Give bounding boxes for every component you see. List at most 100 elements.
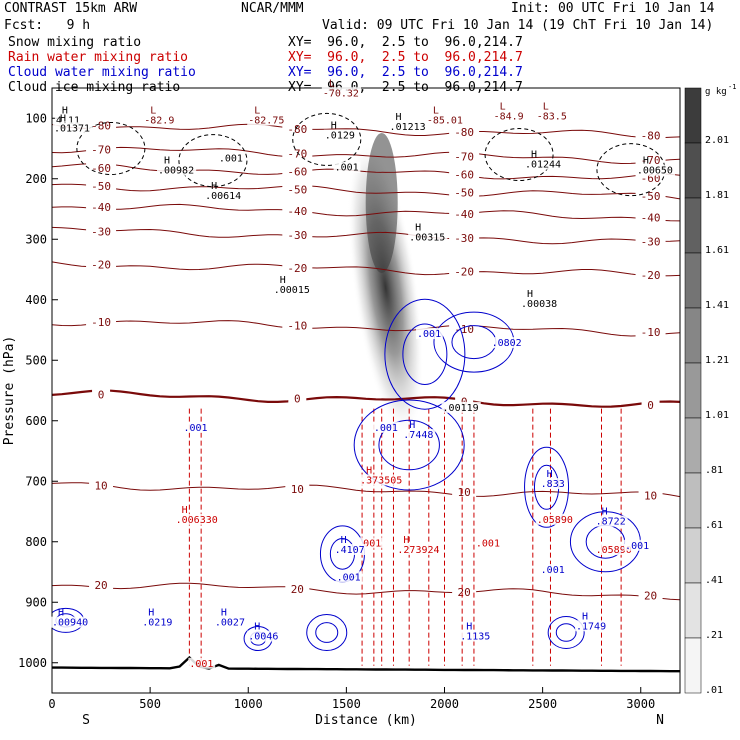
low-marker: L xyxy=(433,105,439,116)
annotation-value: -83.5 xyxy=(537,111,567,122)
colorbar-swatch xyxy=(684,142,702,199)
x-tick-label: 1500 xyxy=(332,697,361,711)
colorbar-tick-label: 1.41 xyxy=(705,300,729,311)
temperature-contour xyxy=(52,320,680,337)
temperature-label-bg xyxy=(449,265,480,278)
high-marker: H xyxy=(415,222,421,233)
colorbar-swatch xyxy=(684,637,702,694)
high-marker: H xyxy=(582,611,588,622)
temperature-label: -80 xyxy=(91,119,111,132)
high-marker: H xyxy=(531,150,537,161)
legend-rain-label: Rain water mixing ratio xyxy=(8,50,189,65)
x-tick-label: 2000 xyxy=(430,697,459,711)
temperature-label-bg xyxy=(89,579,114,592)
temperature-label: -10 xyxy=(641,326,661,339)
temperature-label-bg xyxy=(89,479,114,492)
high-marker: H xyxy=(602,507,608,518)
temperature-label-bg xyxy=(452,585,477,598)
annotation-bg xyxy=(204,190,244,202)
temperature-contour xyxy=(52,582,680,601)
temperature-label: -20 xyxy=(454,265,474,278)
temperature-label: 20 xyxy=(644,589,657,602)
x-tick-label: 0 xyxy=(48,697,55,711)
legend-cloud-water-label: Cloud water mixing ratio xyxy=(8,65,196,80)
annotation-value: .001 xyxy=(335,163,359,174)
colorbar-tick-label: .21 xyxy=(705,630,723,641)
legend-snow-label: Snow mixing ratio xyxy=(8,35,142,50)
init-label: Init: 00 UTC Fri 10 Jan 14 xyxy=(511,1,715,16)
annotation-bg xyxy=(402,429,436,441)
temperature-label-bg xyxy=(282,183,313,196)
annotation-value: .01371 xyxy=(54,123,90,134)
y-tick-label: 600 xyxy=(25,414,47,428)
temperature-contour xyxy=(52,146,680,165)
temperature-label: -60 xyxy=(454,169,474,182)
temperature-contour xyxy=(52,226,680,245)
temperature-label: 20 xyxy=(291,583,304,596)
annotation-bg xyxy=(333,161,361,173)
cloud-water-contour xyxy=(524,446,570,528)
temperature-label-bg xyxy=(282,147,313,160)
temperature-label-bg xyxy=(635,190,666,203)
annotation-value: .001 xyxy=(189,659,213,670)
temperature-contour xyxy=(52,389,680,408)
temperature-label-bg xyxy=(288,392,307,405)
temperature-label: -80 xyxy=(287,123,307,136)
temperature-label-bg xyxy=(449,126,480,139)
low-marker: L xyxy=(329,78,335,89)
annotation-value: .001 xyxy=(417,329,441,340)
y-tick-label: 300 xyxy=(25,232,47,246)
annotation-bg xyxy=(333,544,367,556)
temperature-label: -40 xyxy=(454,208,474,221)
high-marker: H xyxy=(396,112,402,123)
cloud-ice-contour xyxy=(76,122,146,175)
annotation-value: -84.9 xyxy=(494,111,524,122)
annotation-value: .01213 xyxy=(390,122,426,133)
annotation-bg xyxy=(182,421,210,433)
high-marker: H xyxy=(182,505,188,516)
temperature-label: 0 xyxy=(647,399,654,412)
cloud-water-contour xyxy=(384,298,466,410)
annotation-bg xyxy=(217,152,245,164)
temperature-label: -30 xyxy=(641,235,661,248)
temperature-label-bg xyxy=(86,201,117,214)
colorbar-swatch xyxy=(684,527,702,584)
high-marker: H xyxy=(148,608,154,619)
annotation-value: -70.32 xyxy=(323,88,359,99)
y-tick-label: 700 xyxy=(25,474,47,488)
temperature-contour xyxy=(52,261,680,277)
annotation-bg xyxy=(356,537,383,549)
temperature-label: -60 xyxy=(91,162,111,175)
annotation-value: .05890 xyxy=(596,545,632,556)
colorbar-swatch xyxy=(684,307,702,364)
temperature-label-bg xyxy=(285,582,310,595)
annotation-value: .7448 xyxy=(403,430,433,441)
temperature-label-bg xyxy=(449,186,480,199)
forecast-hour: Fcst: 9 h xyxy=(4,18,91,33)
annotation-value: .001 xyxy=(337,572,361,583)
temperature-label: -30 xyxy=(91,225,111,238)
annotation-bg xyxy=(323,129,357,141)
temperature-label: -40 xyxy=(641,211,661,224)
temperature-label-bg xyxy=(635,153,666,166)
annotation-bg xyxy=(459,630,493,642)
annotation-bg xyxy=(156,164,197,176)
temperature-label-bg xyxy=(282,262,313,275)
annotation-value: .001 xyxy=(476,538,500,549)
annotation-bg xyxy=(490,337,524,349)
temperature-label-bg xyxy=(282,165,313,178)
high-marker: H xyxy=(164,156,170,167)
x-tick-label: 3000 xyxy=(626,697,655,711)
temperature-label-bg xyxy=(635,235,666,248)
annotation-value: .00015 xyxy=(274,285,310,296)
y-tick-label: 400 xyxy=(25,293,47,307)
colorbar-swatch xyxy=(684,87,702,144)
cloud-water-contour xyxy=(306,614,348,651)
terrain-line xyxy=(52,655,680,673)
annotation-value: .001 xyxy=(183,423,207,434)
low-marker: L xyxy=(500,101,506,112)
temperature-label: 10 xyxy=(458,486,471,499)
annotation-value: .0802 xyxy=(492,338,522,349)
temperature-label: -30 xyxy=(454,232,474,245)
